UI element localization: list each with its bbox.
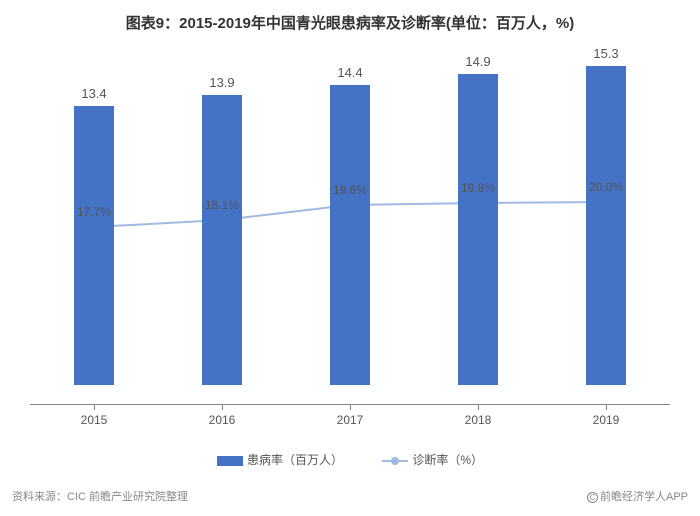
legend-bar-item: 患病率（百万人）	[217, 451, 343, 468]
x-axis-label: 2015	[54, 413, 134, 427]
legend: 患病率（百万人） 诊断率（%）	[0, 451, 700, 468]
x-tick	[606, 405, 607, 410]
x-tick	[222, 405, 223, 410]
bar: 15.3	[586, 66, 626, 385]
bar-value-label: 14.9	[448, 54, 508, 69]
bar-value-label: 15.3	[576, 46, 636, 61]
line-value-label: 17.7%	[64, 205, 124, 219]
x-axis-label: 2016	[182, 413, 262, 427]
bar-value-label: 14.4	[320, 65, 380, 80]
bar: 14.4	[330, 85, 370, 385]
bar: 13.9	[202, 95, 242, 385]
x-axis-label: 2017	[310, 413, 390, 427]
legend-bar-label: 患病率（百万人）	[247, 453, 343, 467]
x-axis-label: 2018	[438, 413, 518, 427]
bar: 14.9	[458, 74, 498, 385]
chart-title: 图表9：2015-2019年中国青光眼患病率及诊断率(单位：百万人，%)	[0, 0, 700, 33]
legend-line-swatch	[382, 455, 408, 467]
x-tick	[478, 405, 479, 410]
x-axis-label: 2019	[566, 413, 646, 427]
line-value-label: 20.0%	[576, 180, 636, 194]
copyright-icon: C	[587, 492, 598, 503]
bar: 13.4	[74, 106, 114, 386]
legend-line-label: 诊断率（%）	[412, 453, 483, 467]
legend-line-item: 诊断率（%）	[382, 451, 483, 468]
legend-bar-swatch	[217, 456, 243, 466]
line-value-label: 19.8%	[448, 181, 508, 195]
line-value-label: 19.6%	[320, 183, 380, 197]
line-value-label: 18.1%	[192, 198, 252, 212]
bar-value-label: 13.4	[64, 86, 124, 101]
watermark: C前瞻经济学人APP	[587, 488, 688, 504]
x-tick	[94, 405, 95, 410]
source-text: 资料来源：CIC 前瞻产业研究院整理	[12, 488, 188, 504]
bar-value-label: 13.9	[192, 75, 252, 90]
plot-region: 13.4 13.9 14.4 14.9 15.3 17.7% 18.1% 19.6% 19.8%…	[30, 45, 670, 405]
x-tick	[350, 405, 351, 410]
chart-area: 13.4 13.9 14.4 14.9 15.3 17.7% 18.1% 19.6% 19.8%…	[30, 45, 670, 425]
watermark-text: 前瞻经济学人APP	[600, 491, 688, 503]
